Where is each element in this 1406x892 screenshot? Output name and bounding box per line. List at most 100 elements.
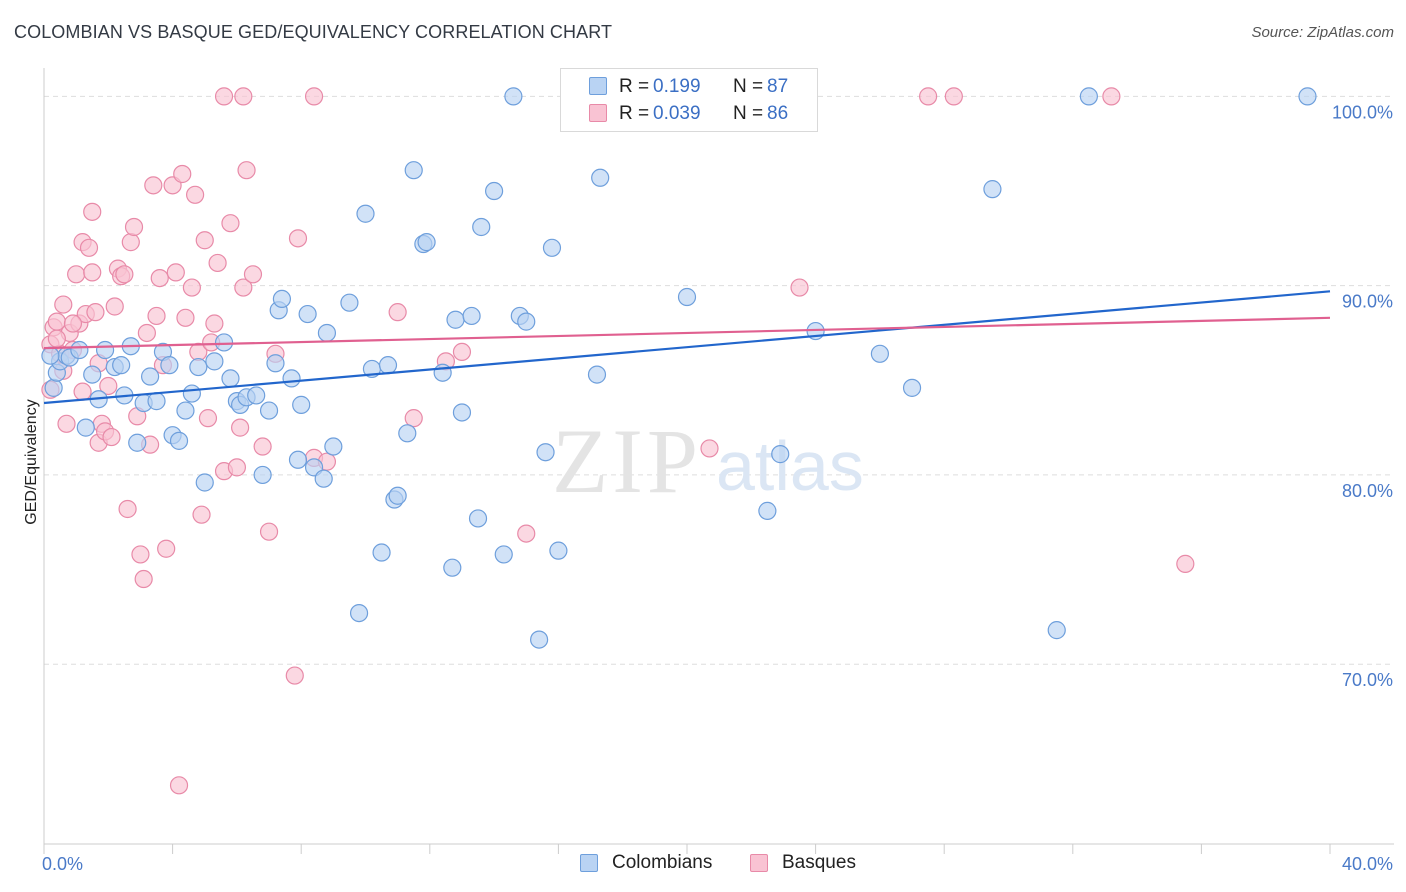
basque-point xyxy=(57,414,76,433)
basque-point xyxy=(237,161,256,180)
colombian-point xyxy=(76,418,95,437)
colombian-point xyxy=(1079,87,1098,106)
x-tick-label: 0.0% xyxy=(42,854,83,874)
colombian-point xyxy=(446,310,465,329)
basque-point xyxy=(944,87,963,106)
colombian-point xyxy=(504,87,523,106)
basque-point xyxy=(63,314,83,333)
watermark-zip: ZIP xyxy=(552,410,702,512)
colombian-point xyxy=(317,323,337,343)
colombian-point xyxy=(266,354,285,373)
colombian-point xyxy=(388,486,407,505)
legend-r-value: 0.199 xyxy=(653,76,701,97)
axes xyxy=(43,68,1394,854)
basque-point xyxy=(83,263,102,282)
basque-point xyxy=(166,263,185,282)
source-label: Source: ZipAtlas.com xyxy=(1251,24,1394,41)
colombian-point xyxy=(44,378,63,397)
colombian-point xyxy=(404,161,423,180)
colombian-point xyxy=(147,392,166,411)
colombian-point xyxy=(272,289,292,309)
colombian-point xyxy=(140,367,160,386)
basque-point xyxy=(259,522,279,541)
basque-point xyxy=(182,278,201,297)
colombian-point xyxy=(282,369,301,388)
colombian-point xyxy=(195,473,214,492)
stats-legend: R = 0.199 N = 87 R = 0.039 N = 86 xyxy=(560,68,818,132)
y-axis-label: GED/Equivalency xyxy=(23,399,40,524)
basque-point xyxy=(83,202,102,221)
x-tick-labels: 0.0% 40.0% xyxy=(42,854,1393,874)
legend-row-basques: R = 0.039 N = 86 xyxy=(561,101,817,127)
basque-point xyxy=(67,265,86,284)
basque-trend-line xyxy=(43,316,1331,350)
basque-point xyxy=(121,233,140,252)
y-tick-label: 80.0% xyxy=(1342,481,1393,501)
colombian-point xyxy=(112,356,131,375)
basque-point xyxy=(214,87,234,106)
legend-r-value: 0.039 xyxy=(653,103,701,124)
basque-point xyxy=(118,499,137,519)
colombian-point xyxy=(378,356,398,375)
colombian-swatch xyxy=(580,854,598,872)
colombian-point xyxy=(591,168,610,187)
series-legend: Colombians Basques xyxy=(0,852,1406,878)
colombian-point xyxy=(771,445,790,464)
colombian-point xyxy=(462,306,481,326)
basque-point xyxy=(452,342,472,362)
gridlines xyxy=(44,95,1394,665)
basque-point xyxy=(919,87,938,106)
colombian-point xyxy=(221,369,240,388)
colombian-point xyxy=(349,603,369,623)
colombian-point xyxy=(169,431,189,450)
basque-point xyxy=(1102,87,1121,106)
colombian-point xyxy=(1298,87,1317,106)
basque-point xyxy=(253,437,272,456)
legend-r-label: R = xyxy=(619,76,650,97)
basque-point xyxy=(198,409,218,428)
basque-point xyxy=(79,238,99,257)
basque-point xyxy=(73,382,92,401)
y-tick-label: 90.0% xyxy=(1342,292,1393,312)
basque-point xyxy=(99,376,118,396)
colombian-point xyxy=(160,356,179,375)
colombian-point xyxy=(176,401,195,420)
basque-point xyxy=(47,329,66,348)
basque-point xyxy=(1176,554,1195,573)
colombian-point xyxy=(83,365,102,384)
basque-point xyxy=(105,297,124,316)
legend-n-label: N = xyxy=(733,103,764,124)
basque-point xyxy=(134,569,153,589)
basque-point xyxy=(304,87,324,106)
colombian-point xyxy=(530,630,549,649)
basque-point xyxy=(790,278,809,297)
colombian-point xyxy=(41,346,60,365)
colombian-point xyxy=(398,424,417,443)
basque-point xyxy=(115,265,134,284)
basque-point xyxy=(102,427,121,447)
basque-point xyxy=(231,418,250,437)
basque-point xyxy=(388,303,407,322)
x-tick-label: 40.0% xyxy=(1342,854,1393,874)
colombian-point xyxy=(288,450,308,469)
basque-point xyxy=(517,524,536,543)
legend-label-basques: Basques xyxy=(782,852,856,873)
basque-point xyxy=(285,666,304,685)
basque-point xyxy=(243,265,263,284)
colombian-point xyxy=(205,352,224,371)
colombian-point xyxy=(587,365,607,384)
basque-point xyxy=(176,308,195,327)
basque-point xyxy=(54,295,73,314)
legend-row-colombians: R = 0.199 N = 87 xyxy=(561,74,817,100)
colombian-point xyxy=(517,312,536,331)
basque-point xyxy=(205,314,224,333)
colombian-point xyxy=(452,403,472,422)
colombian-point xyxy=(677,287,697,307)
colombian-point xyxy=(95,340,115,360)
basque-point xyxy=(131,545,150,564)
legend-r-label: R = xyxy=(619,103,650,124)
colombian-point xyxy=(189,357,208,377)
basque-point xyxy=(150,268,169,288)
colombian-point xyxy=(324,437,343,456)
